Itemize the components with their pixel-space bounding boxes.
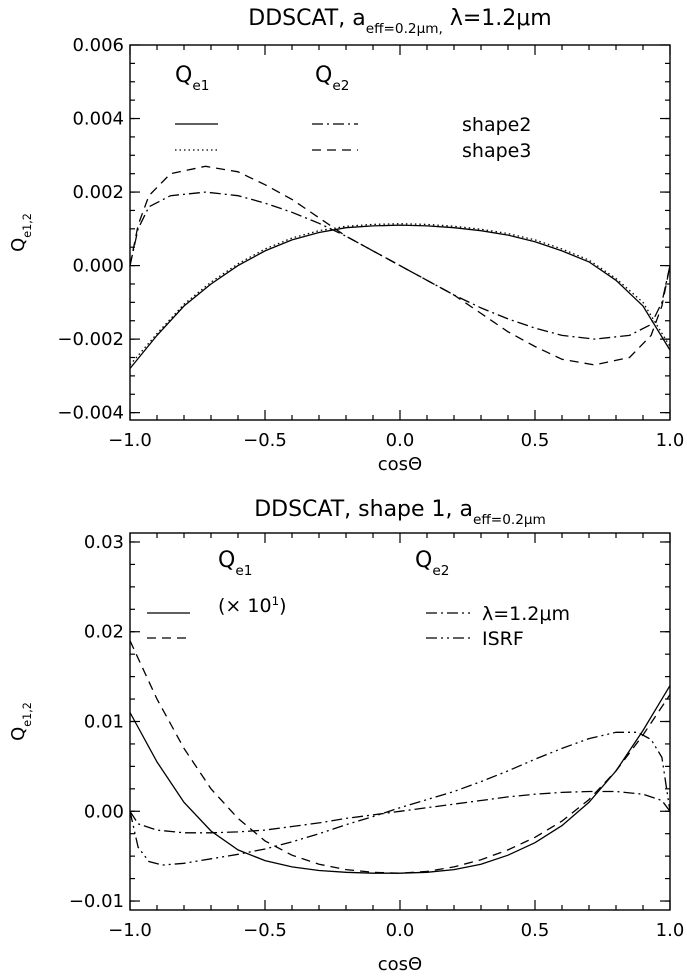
y-axis-label: Qe1,2 bbox=[8, 213, 34, 252]
legend-column-header: Qe2 bbox=[415, 548, 449, 579]
y-tick-label: 0.02 bbox=[84, 622, 124, 643]
chart-title: DDSCAT, shape 1, aeff=0.2μm bbox=[254, 497, 546, 528]
x-axis-label: cosΘ bbox=[378, 454, 422, 475]
series-line bbox=[129, 640, 671, 874]
series-line bbox=[129, 685, 671, 874]
y-tick-label: 0.03 bbox=[84, 532, 124, 553]
series-line bbox=[129, 223, 671, 366]
x-tick-label: −0.5 bbox=[243, 920, 287, 941]
x-tick-label: −1.0 bbox=[108, 430, 152, 451]
series-line bbox=[129, 224, 671, 369]
y-axis-label: Qe1,2 bbox=[8, 702, 34, 741]
legend-column-header: Qe1 bbox=[175, 63, 209, 94]
x-tick-label: 1.0 bbox=[656, 920, 685, 941]
x-tick-label: −0.5 bbox=[243, 430, 287, 451]
y-tick-label: −0.01 bbox=[69, 891, 124, 912]
legend-column-header: Qe2 bbox=[315, 63, 349, 94]
x-tick-label: 0.5 bbox=[521, 920, 550, 941]
y-tick-label: −0.002 bbox=[57, 329, 124, 350]
x-tick-label: −1.0 bbox=[108, 920, 152, 941]
plot-frame bbox=[129, 532, 671, 911]
y-tick-label: 0.000 bbox=[72, 256, 124, 277]
legend-column-header: Qe1 bbox=[218, 548, 252, 579]
series-line bbox=[129, 790, 671, 834]
x-tick-label: 0.0 bbox=[386, 430, 415, 451]
y-tick-label: 0.002 bbox=[72, 182, 124, 203]
x-tick-label: 1.0 bbox=[656, 430, 685, 451]
series-line bbox=[129, 731, 671, 866]
series-line bbox=[129, 165, 671, 366]
y-tick-label: −0.004 bbox=[57, 403, 124, 424]
y-tick-label: 0.004 bbox=[72, 109, 124, 130]
y-tick-label: 0.00 bbox=[84, 801, 124, 822]
x-axis-label: cosΘ bbox=[378, 954, 422, 975]
legend-scale-note: (× 101) bbox=[218, 594, 286, 617]
chart-title: DDSCAT, aeff=0.2μm, λ=1.2μm bbox=[248, 6, 551, 37]
legend-row-label: λ=1.2μm bbox=[482, 603, 570, 625]
legend-row-label: shape3 bbox=[462, 140, 531, 162]
x-tick-label: 0.5 bbox=[521, 430, 550, 451]
x-tick-label: 0.0 bbox=[386, 920, 415, 941]
y-tick-label: 0.006 bbox=[72, 35, 124, 56]
legend-row-label: ISRF bbox=[482, 628, 524, 650]
y-tick-label: 0.01 bbox=[84, 712, 124, 733]
series-line bbox=[129, 191, 671, 340]
legend-row-label: shape2 bbox=[462, 114, 531, 136]
